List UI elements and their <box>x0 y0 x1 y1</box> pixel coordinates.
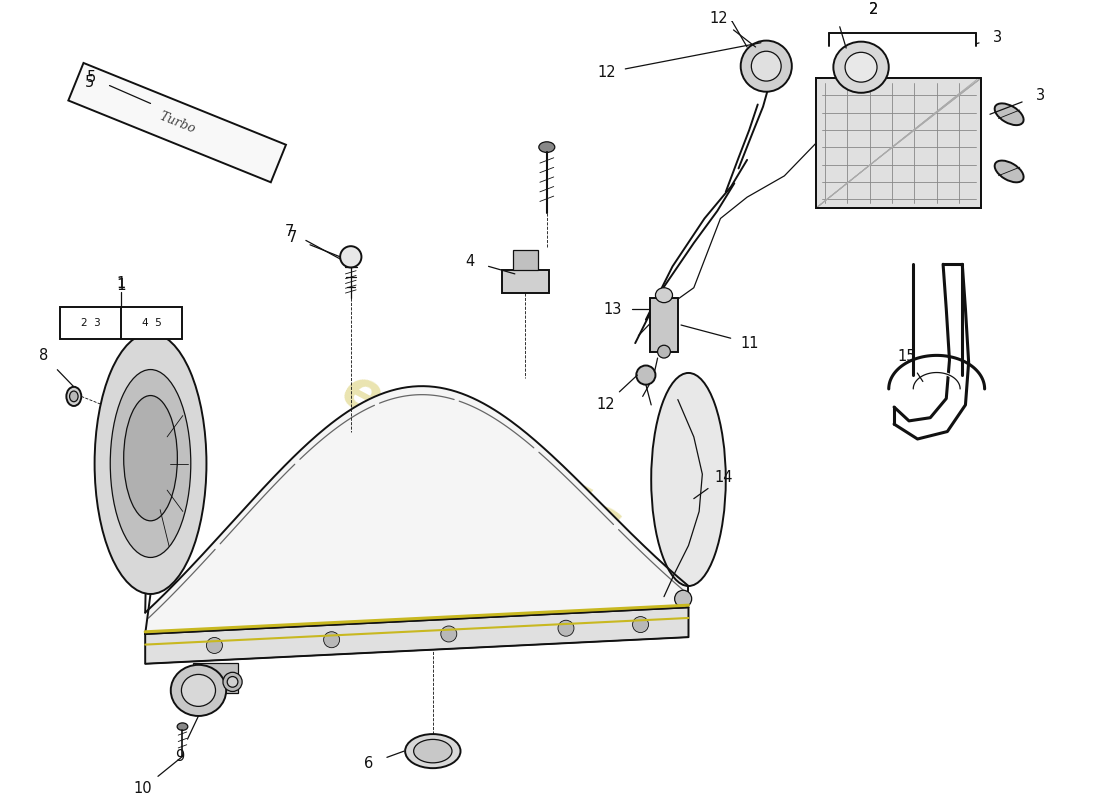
Text: europarts: europarts <box>332 362 629 554</box>
Text: 2  3: 2 3 <box>80 318 100 328</box>
Text: 1: 1 <box>117 278 126 293</box>
Bar <box>194 662 238 693</box>
Text: 15: 15 <box>898 350 916 365</box>
Bar <box>60 307 183 339</box>
Ellipse shape <box>994 103 1024 125</box>
Ellipse shape <box>223 672 242 691</box>
Ellipse shape <box>845 52 877 82</box>
Text: 8: 8 <box>40 349 48 363</box>
Text: 4  5: 4 5 <box>142 318 162 328</box>
Text: since 1985: since 1985 <box>346 466 572 610</box>
Ellipse shape <box>834 42 889 93</box>
Text: 2: 2 <box>869 2 878 17</box>
Ellipse shape <box>994 161 1024 182</box>
Ellipse shape <box>656 288 672 302</box>
Ellipse shape <box>182 674 216 706</box>
Text: 3: 3 <box>993 30 1002 45</box>
Circle shape <box>632 617 649 633</box>
Text: 3: 3 <box>1035 87 1045 102</box>
Text: 2: 2 <box>869 2 878 17</box>
Circle shape <box>636 366 656 385</box>
Text: 9: 9 <box>175 749 184 764</box>
Bar <box>650 298 678 352</box>
Text: 7: 7 <box>284 224 294 238</box>
Ellipse shape <box>228 677 238 687</box>
Ellipse shape <box>123 395 177 521</box>
Circle shape <box>558 620 574 636</box>
Text: 12: 12 <box>596 398 615 413</box>
Ellipse shape <box>414 739 452 763</box>
Circle shape <box>658 346 670 358</box>
Circle shape <box>674 590 692 607</box>
Ellipse shape <box>110 370 190 558</box>
Circle shape <box>441 626 456 642</box>
Ellipse shape <box>539 142 554 153</box>
Polygon shape <box>68 63 286 182</box>
Text: 7: 7 <box>287 230 297 245</box>
Circle shape <box>340 246 362 267</box>
Text: 12: 12 <box>597 65 616 80</box>
Text: 11: 11 <box>740 336 759 350</box>
Bar <box>816 78 981 208</box>
Bar <box>513 250 538 270</box>
Ellipse shape <box>405 734 461 768</box>
Ellipse shape <box>177 723 188 730</box>
Text: 5: 5 <box>85 74 95 90</box>
Text: 4: 4 <box>465 254 475 269</box>
Text: 12: 12 <box>710 10 727 26</box>
Circle shape <box>323 632 340 648</box>
Ellipse shape <box>651 373 726 586</box>
Text: 5: 5 <box>87 70 97 86</box>
Ellipse shape <box>66 387 81 406</box>
Ellipse shape <box>170 665 227 716</box>
Polygon shape <box>145 607 689 664</box>
Ellipse shape <box>740 41 792 92</box>
Text: 14: 14 <box>714 470 733 485</box>
Text: 1: 1 <box>117 276 125 291</box>
Polygon shape <box>145 386 689 634</box>
Bar <box>502 270 549 293</box>
Circle shape <box>207 638 222 654</box>
Text: 10: 10 <box>134 781 153 796</box>
Ellipse shape <box>69 391 78 402</box>
Ellipse shape <box>751 51 781 81</box>
Text: Turbo: Turbo <box>157 110 197 136</box>
Ellipse shape <box>95 333 207 594</box>
Text: 13: 13 <box>604 302 622 317</box>
Text: 6: 6 <box>364 757 374 771</box>
